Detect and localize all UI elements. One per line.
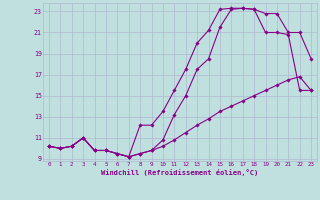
X-axis label: Windchill (Refroidissement éolien,°C): Windchill (Refroidissement éolien,°C)	[101, 169, 259, 176]
